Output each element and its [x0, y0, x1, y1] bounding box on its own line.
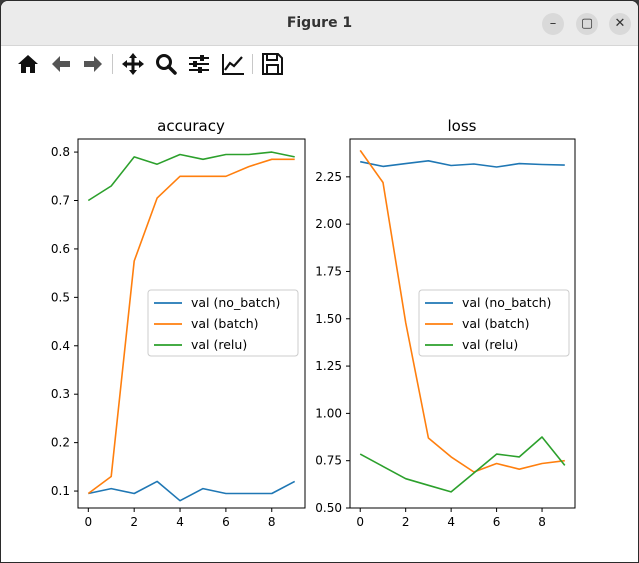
loss-axes-frame — [349, 138, 576, 509]
loss-series-val-relu — [359, 436, 566, 493]
loss-y-tick-label: 1.00 — [315, 406, 342, 420]
accuracy-x-tick-label: 4 — [176, 515, 184, 529]
loss-title: loss — [448, 117, 477, 135]
accuracy-x-tick-label: 0 — [84, 515, 92, 529]
loss-y-tick-label: 0.75 — [315, 454, 342, 468]
accuracy-y-tick-label: 0.4 — [51, 339, 70, 353]
accuracy-x-tick-label: 6 — [222, 515, 230, 529]
zoom-button[interactable] — [152, 50, 180, 78]
accuracy-y-tick-label: 0.1 — [51, 484, 70, 498]
loss-y-tick-label: 1.50 — [315, 312, 342, 326]
loss-y-tick-label: 0.50 — [315, 501, 342, 515]
window-title: Figure 1 — [286, 15, 353, 31]
loss-series-val-batch — [359, 149, 565, 473]
save-button[interactable] — [258, 50, 286, 78]
accuracy-legend-label: val (batch) — [191, 316, 259, 331]
configure-subplots-button[interactable] — [185, 50, 213, 78]
loss-legend-label: val (batch) — [462, 316, 530, 331]
loss-legend-label: val (no_batch) — [462, 295, 551, 310]
back-button[interactable] — [47, 50, 75, 78]
figure-canvas[interactable]: accuracy 0 2 4 6 8 0.1 0.2 0.3 0.4 0.5 0.6 0.7 0.8 va… — [1, 83, 638, 562]
accuracy-x-tick-label: 2 — [130, 515, 138, 529]
forward-arrow-icon — [84, 56, 102, 72]
accuracy-series-val-relu — [87, 151, 295, 202]
accuracy-y-tick-label: 0.3 — [51, 387, 70, 401]
zoom-icon — [156, 54, 177, 75]
accuracy-y-tick-label: 0.6 — [51, 242, 70, 256]
pan-move-icon — [122, 53, 144, 75]
loss-y-tick-label: 2.00 — [315, 217, 342, 231]
toolbar-separator — [252, 54, 253, 74]
configure-subplots-icon — [189, 55, 209, 73]
edit-axis-button[interactable] — [219, 50, 247, 78]
home-icon — [18, 55, 38, 73]
accuracy-axes-frame — [77, 138, 306, 509]
accuracy-series-val-batch — [87, 158, 295, 495]
accuracy-legend-label: val (no_batch) — [191, 295, 280, 310]
close-icon: ✕ — [614, 16, 626, 31]
maximize-icon: ▢ — [580, 16, 594, 31]
accuracy-y-tick-label: 0.7 — [51, 194, 70, 208]
save-icon — [262, 53, 283, 75]
loss-legend-label: val (relu) — [462, 337, 518, 352]
loss-legend-box — [418, 289, 570, 357]
edit-axis-icon — [222, 54, 244, 75]
loss-series-val-no-batch — [360, 160, 565, 168]
minimize-button[interactable]: – — [542, 13, 564, 35]
back-arrow-icon — [52, 56, 70, 72]
loss-x-tick-label: 6 — [493, 515, 501, 529]
close-button[interactable]: ✕ — [609, 13, 631, 35]
accuracy-subplot: accuracy 0 2 4 6 8 0.1 0.2 0.3 0.4 0.5 0.6 0.7 0.8 va… — [51, 117, 306, 529]
accuracy-legend-box — [147, 289, 299, 357]
minimize-icon: – — [549, 16, 557, 31]
accuracy-x-tick-label: 8 — [268, 515, 276, 529]
accuracy-legend-label: val (relu) — [191, 337, 247, 352]
loss-x-tick-label: 0 — [356, 515, 364, 529]
loss-x-tick-label: 2 — [402, 515, 410, 529]
title-bar[interactable]: Figure 1 – ▢ ✕ — [1, 1, 638, 46]
home-button[interactable] — [14, 50, 42, 78]
plot-area: accuracy 0 2 4 6 8 0.1 0.2 0.3 0.4 0.5 0.6 0.7 0.8 va… — [51, 117, 576, 529]
loss-y-tick-label: 1.25 — [315, 359, 342, 373]
loss-y-tick-label: 2.25 — [315, 170, 342, 184]
loss-x-tick-label: 8 — [538, 515, 546, 529]
toolbar — [1, 46, 638, 82]
forward-button[interactable] — [79, 50, 107, 78]
loss-x-tick-label: 4 — [447, 515, 455, 529]
accuracy-y-tick-label: 0.8 — [51, 145, 70, 159]
toolbar-separator — [112, 54, 113, 74]
pan-button[interactable] — [119, 50, 147, 78]
maximize-button[interactable]: ▢ — [576, 13, 598, 35]
accuracy-y-tick-label: 0.5 — [51, 290, 70, 304]
loss-y-tick-label: 1.75 — [315, 264, 342, 278]
loss-subplot: loss 0 2 4 6 8 0.50 0.75 1.00 1.25 1.50 1.75 2.00 2.… — [315, 117, 576, 529]
accuracy-y-tick-label: 0.2 — [51, 436, 70, 450]
accuracy-title: accuracy — [157, 117, 225, 135]
accuracy-series-val-no-batch — [88, 480, 296, 502]
